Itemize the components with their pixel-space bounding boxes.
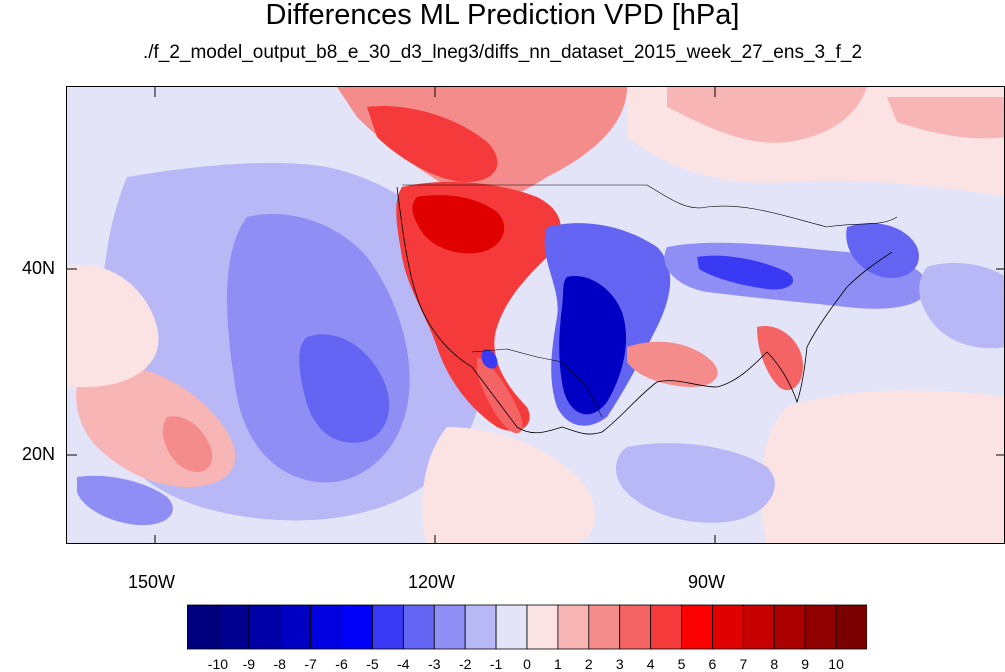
southern-blue <box>615 443 775 523</box>
colorbar-swatch <box>557 604 590 650</box>
colorbar-label: -7 <box>304 656 317 672</box>
colorbar-label: 0 <box>523 656 531 672</box>
page-title: Differences ML Prediction VPD [hPa] <box>265 0 740 31</box>
colorbar-swatch <box>433 604 466 650</box>
colorbar-label: 2 <box>584 656 593 672</box>
x-tick-label-120w: 120W <box>408 572 456 592</box>
colorbar <box>187 604 867 650</box>
colorbar-label: -10 <box>207 656 229 672</box>
colorbar-label: -6 <box>335 656 348 672</box>
colorbar-swatch <box>619 604 652 650</box>
vpd-difference-map <box>67 87 1004 543</box>
colorbar-swatch <box>773 604 806 650</box>
x-tick-label-150w: 150W <box>128 572 176 592</box>
colorbar-swatch <box>526 604 559 650</box>
y-tick-label-20n: 20N <box>22 444 56 464</box>
colorbar-swatch <box>341 604 373 650</box>
page-subtitle: ./f_2_model_output_b8_e_30_d3_lneg3/diff… <box>142 42 863 63</box>
colorbar-label: -2 <box>458 656 472 672</box>
colorbar-swatch <box>402 604 435 650</box>
coastline <box>396 186 893 435</box>
great-lakes-blue-core <box>697 255 794 290</box>
colorbar-label: -8 <box>273 656 286 672</box>
colorbar-swatch <box>464 604 497 650</box>
colorbar-label: 6 <box>708 656 717 672</box>
southeast-red <box>627 341 718 387</box>
north-canada-red <box>667 87 867 143</box>
colorbar-swatch <box>588 604 621 650</box>
northeast-blue <box>846 223 919 278</box>
colorbar-label: -5 <box>366 656 379 672</box>
atlantic-blue <box>919 262 1004 349</box>
baja-red <box>477 357 523 434</box>
map-plot-area <box>66 86 1005 544</box>
colorbar-label: 9 <box>801 656 810 672</box>
colorbar-label: 8 <box>770 656 779 672</box>
colorbar-label: -1 <box>489 656 503 672</box>
colorbar-swatch <box>681 604 713 650</box>
colorbar-swatch <box>742 604 775 650</box>
southwest-blue <box>77 475 173 526</box>
colorbar-label: 5 <box>677 656 686 672</box>
colorbar-swatch <box>187 604 219 650</box>
colorbar-swatch <box>712 604 744 650</box>
colorbar-swatch <box>372 604 404 650</box>
colorbar-swatch <box>495 604 528 650</box>
colorbar-label: -4 <box>397 656 410 672</box>
colorbar-label: 4 <box>646 656 655 672</box>
colorbar-swatch <box>217 604 250 650</box>
northeast-red <box>887 97 1004 139</box>
northwest-red-plume-core <box>367 106 498 182</box>
western-us-red-core <box>412 195 505 254</box>
colorbar-swatch <box>248 604 281 650</box>
mexico-border <box>471 348 603 418</box>
central-us-blue-core <box>559 276 627 415</box>
mexico-pink <box>422 427 595 543</box>
pacific-blue-pool-core <box>299 334 390 443</box>
gulf-california-blue <box>481 349 498 369</box>
subtropical-pink-band <box>67 265 159 387</box>
colorbar-label: 7 <box>739 656 748 672</box>
colorbar-label: 1 <box>554 656 562 672</box>
florida-red <box>757 326 803 391</box>
colorbar-swatch <box>279 604 312 650</box>
tick-marks <box>67 87 1004 543</box>
y-tick-label-40n: 40N <box>22 258 56 278</box>
colorbar-label: -9 <box>242 656 256 672</box>
x-tick-label-90w: 90W <box>688 572 726 592</box>
colorbar-swatch <box>650 604 682 650</box>
atlantic-pink <box>761 390 1004 543</box>
pacific-red-patch-core <box>162 416 213 472</box>
colorbar-swatch <box>310 604 342 650</box>
colorbar-label: -3 <box>428 656 441 672</box>
us-border <box>402 184 898 228</box>
colorbar-label: 10 <box>828 656 844 672</box>
colorbar-label: 3 <box>615 656 624 672</box>
colorbar-swatch <box>835 604 867 650</box>
colorbar-swatch <box>804 604 837 650</box>
